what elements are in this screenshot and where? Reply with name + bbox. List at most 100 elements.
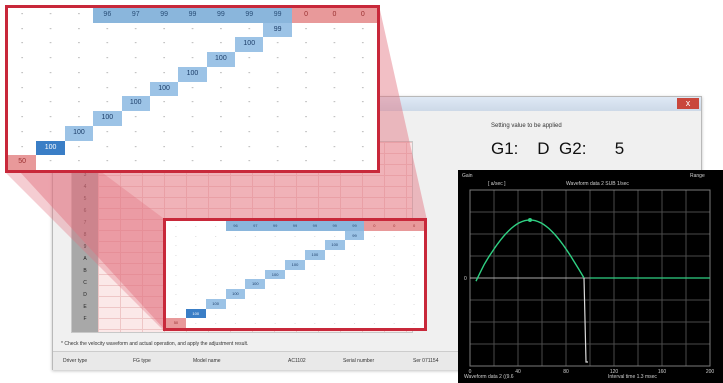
placeholder-cell: -: [191, 55, 194, 63]
placeholder-cell: -: [49, 99, 52, 107]
placeholder-cell: -: [353, 261, 356, 267]
header-cell: 99: [178, 8, 207, 23]
header-cell: 97: [121, 8, 150, 23]
close-button[interactable]: x: [677, 98, 699, 109]
placeholder-cell: -: [393, 281, 395, 287]
placeholder-cell: -: [294, 281, 296, 287]
placeholder-cell: -: [175, 223, 177, 228]
diagonal-cell: 100: [324, 240, 345, 251]
placeholder-cell: -: [49, 40, 52, 48]
placeholder-cell: -: [333, 143, 336, 151]
placeholder-cell: -: [274, 281, 276, 287]
row-label: 3: [83, 172, 87, 178]
scope-footer-right: Interval time 1.3 msec: [608, 374, 657, 380]
header-cell: 0: [348, 8, 377, 23]
header-cell: 99: [285, 221, 305, 231]
placeholder-cell: -: [248, 99, 251, 107]
diagonal-cell: 100: [93, 111, 122, 126]
placeholder-cell: -: [353, 291, 356, 297]
row-label: D: [83, 292, 87, 298]
placeholder-cell: -: [361, 114, 364, 122]
placeholder-cell: -: [393, 271, 395, 277]
row-label: 9: [83, 244, 87, 250]
scope-footer-left: Waveform data 2 ((9.6: [464, 374, 514, 380]
placeholder-cell: -: [361, 40, 364, 48]
placeholder-cell: -: [162, 25, 166, 33]
placeholder-cell: -: [333, 40, 336, 48]
placeholder-cell: -: [393, 261, 395, 267]
placeholder-cell: -: [175, 291, 177, 297]
placeholder-cell: -: [334, 320, 336, 326]
placeholder-cell: -: [334, 300, 336, 306]
placeholder-cell: -: [413, 242, 415, 248]
placeholder-cell: -: [195, 281, 197, 287]
placeholder-cell: -: [49, 84, 52, 92]
placeholder-cell: -: [304, 55, 308, 63]
row-label: B: [83, 268, 87, 274]
placeholder-cell: -: [393, 242, 395, 248]
corner-cell: 50: [8, 155, 37, 170]
x-tick-label: 80: [563, 369, 569, 375]
placeholder-cell: -: [304, 143, 308, 151]
placeholder-cell: -: [413, 310, 415, 316]
diagonal-cell: 100: [235, 37, 264, 53]
placeholder-cell: -: [294, 242, 296, 248]
peak-marker: [528, 218, 532, 222]
diagonal-cell: 100: [121, 96, 150, 112]
header-cell: 99: [304, 221, 325, 231]
header-cell: 97: [245, 221, 266, 231]
placeholder-cell: -: [276, 84, 279, 92]
placeholder-cell: -: [274, 320, 276, 326]
placeholder-cell: -: [333, 158, 336, 166]
placeholder-cell: -: [413, 300, 415, 306]
placeholder-cell: -: [274, 242, 276, 248]
placeholder-cell: -: [373, 310, 376, 316]
placeholder-cell: -: [314, 271, 316, 277]
placeholder-cell: -: [254, 310, 256, 316]
header-cell: 99: [149, 8, 179, 23]
placeholder-cell: -: [294, 300, 296, 306]
placeholder-cell: -: [195, 223, 197, 228]
placeholder-cell: -: [248, 114, 251, 122]
placeholder-cell: -: [234, 310, 237, 316]
placeholder-cell: -: [175, 310, 177, 316]
placeholder-cell: -: [134, 69, 137, 77]
placeholder-cell: -: [77, 99, 81, 107]
placeholder-cell: -: [191, 158, 194, 166]
placeholder-cell: -: [413, 320, 415, 326]
placeholder-cell: -: [314, 291, 316, 297]
placeholder-cell: -: [77, 25, 81, 33]
diagonal-cell: 100: [265, 269, 286, 280]
placeholder-cell: -: [248, 69, 251, 77]
placeholder-cell: -: [373, 232, 376, 238]
step-trace: [583, 277, 588, 363]
setting-title: Setting value to be applied: [491, 123, 562, 129]
placeholder-cell: -: [106, 40, 109, 48]
header-cell: 99: [206, 8, 236, 23]
waveform-plot: 0 40 80 120 160 200 0: [464, 189, 714, 375]
waveform-monitor: Gain [ a/sec ] Waveform data 2 SUB 1/sec…: [458, 170, 723, 383]
placeholder-cell: -: [77, 11, 81, 18]
placeholder-cell: -: [162, 55, 166, 63]
placeholder-cell: -: [219, 128, 223, 136]
placeholder-cell: -: [21, 128, 24, 136]
placeholder-cell: -: [214, 261, 217, 267]
diagonal-cell: 100: [304, 250, 325, 260]
placeholder-cell: -: [373, 252, 376, 258]
placeholder-cell: -: [195, 261, 197, 267]
placeholder-cell: -: [234, 320, 237, 326]
placeholder-cell: -: [314, 310, 316, 316]
placeholder-cell: -: [304, 128, 308, 136]
placeholder-cell: -: [162, 69, 166, 77]
placeholder-cell: -: [248, 25, 251, 33]
placeholder-cell: -: [393, 291, 395, 297]
placeholder-cell: -: [214, 291, 217, 297]
placeholder-cell: -: [304, 99, 308, 107]
placeholder-cell: -: [214, 242, 217, 248]
placeholder-cell: -: [333, 128, 336, 136]
placeholder-cell: -: [393, 320, 395, 326]
placeholder-cell: -: [49, 25, 52, 33]
placeholder-cell: -: [219, 143, 223, 151]
x-tick-label: 0: [469, 369, 472, 375]
placeholder-cell: -: [234, 232, 237, 238]
